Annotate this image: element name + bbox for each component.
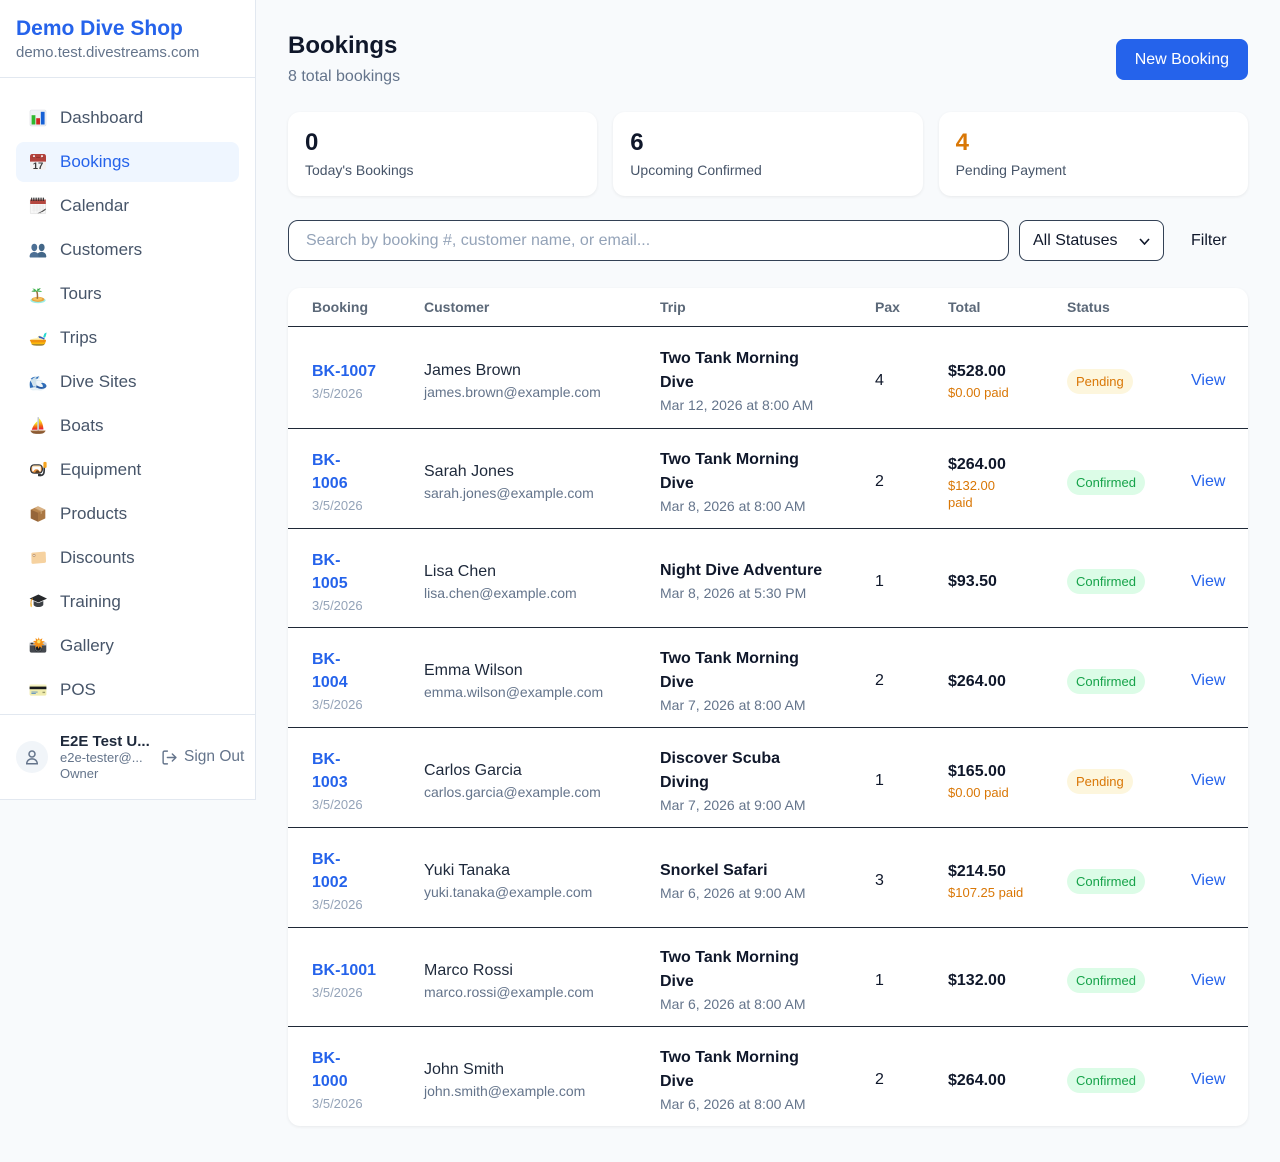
svg-text:17: 17 [33,161,44,172]
